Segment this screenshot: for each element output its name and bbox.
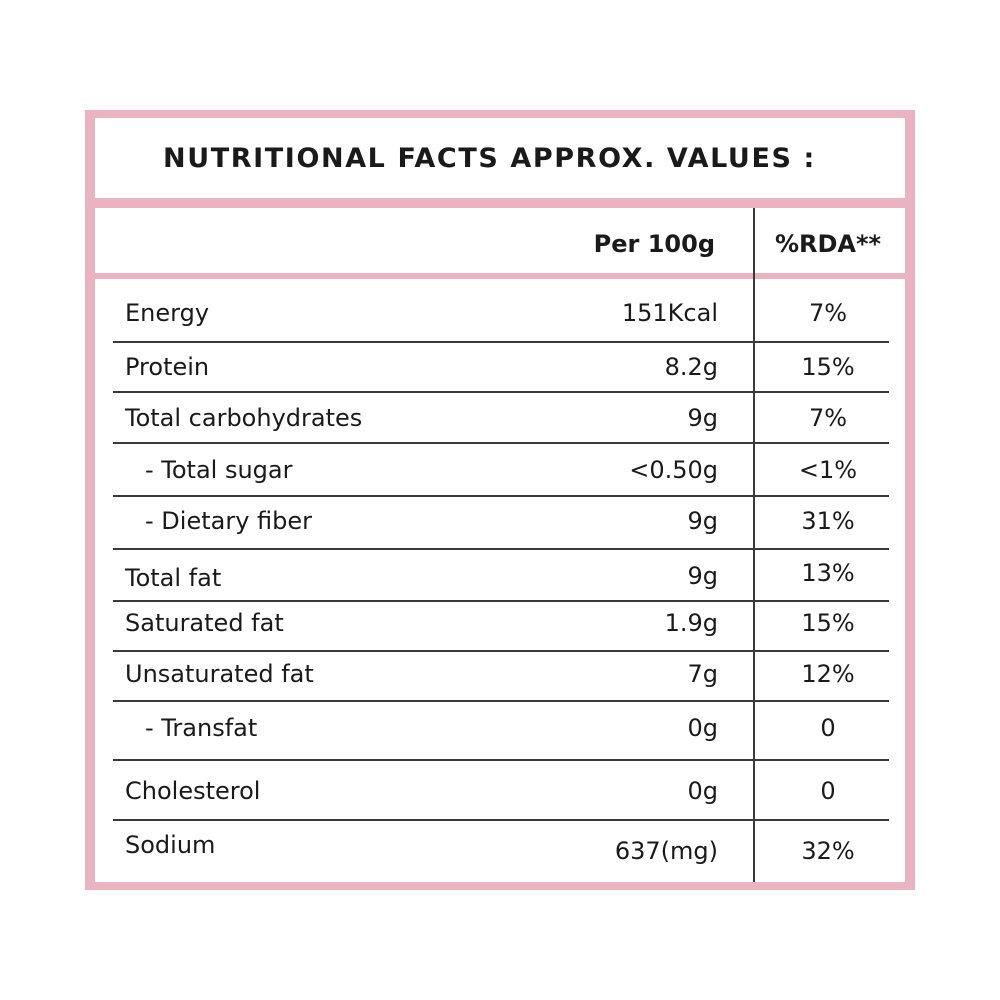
row-rda-transfat: 0 [820,714,836,742]
row-rda-saturated-fat: 15% [801,609,855,637]
row-value-total-sugar: <0.50g [629,456,718,484]
header-rda: %RDA** [774,230,882,258]
header-per-100g: Per 100g [593,230,715,258]
row-value-transfat: 0g [687,714,718,742]
column-divider [753,208,755,882]
row-divider [113,495,889,497]
row-rda-cholesterol: 0 [820,777,836,805]
row-name-total-fat: Total fat [125,564,222,592]
row-rda-total-fat: 13% [801,559,855,587]
row-value-dietary-fiber: 9g [687,507,718,535]
nutrition-table [95,208,905,882]
row-value-saturated-fat: 1.9g [664,609,718,637]
row-name-energy: Energy [125,299,210,327]
row-rda-dietary-fiber: 31% [801,507,855,535]
row-rda-carbohydrates: 7% [808,404,848,432]
header-separator [95,273,905,279]
row-divider [113,341,889,343]
row-name-transfat: - Transfat [145,714,258,742]
table-title: NUTRITIONAL FACTS APPROX. VALUES : [163,143,816,174]
row-value-carbohydrates: 9g [687,404,718,432]
row-divider [113,548,889,550]
row-rda-energy: 7% [808,299,848,327]
row-value-energy: 151Kcal [621,299,718,327]
row-divider [113,650,889,652]
row-name-cholesterol: Cholesterol [125,777,261,805]
row-name-protein: Protein [125,353,210,381]
row-rda-total-sugar: <1% [798,456,858,484]
row-rda-unsaturated-fat: 12% [801,660,855,688]
row-divider [113,600,889,602]
row-name-carbohydrates: Total carbohydrates [125,404,363,432]
row-rda-protein: 15% [801,353,855,381]
row-divider [113,442,889,444]
row-value-total-fat: 9g [687,562,718,590]
row-value-unsaturated-fat: 7g [687,660,718,688]
row-name-dietary-fiber: - Dietary fiber [145,507,313,535]
row-value-sodium: 637(mg) [614,837,718,865]
row-divider [113,700,889,702]
row-divider [113,759,889,761]
row-name-unsaturated-fat: Unsaturated fat [125,660,314,688]
row-value-protein: 8.2g [664,353,718,381]
title-box [95,118,905,198]
row-name-sodium: Sodium [125,831,216,859]
row-divider [113,819,889,821]
row-value-cholesterol: 0g [687,777,718,805]
row-name-saturated-fat: Saturated fat [125,609,284,637]
row-name-total-sugar: - Total sugar [145,456,293,484]
row-rda-sodium: 32% [801,837,855,865]
row-divider [113,391,889,393]
